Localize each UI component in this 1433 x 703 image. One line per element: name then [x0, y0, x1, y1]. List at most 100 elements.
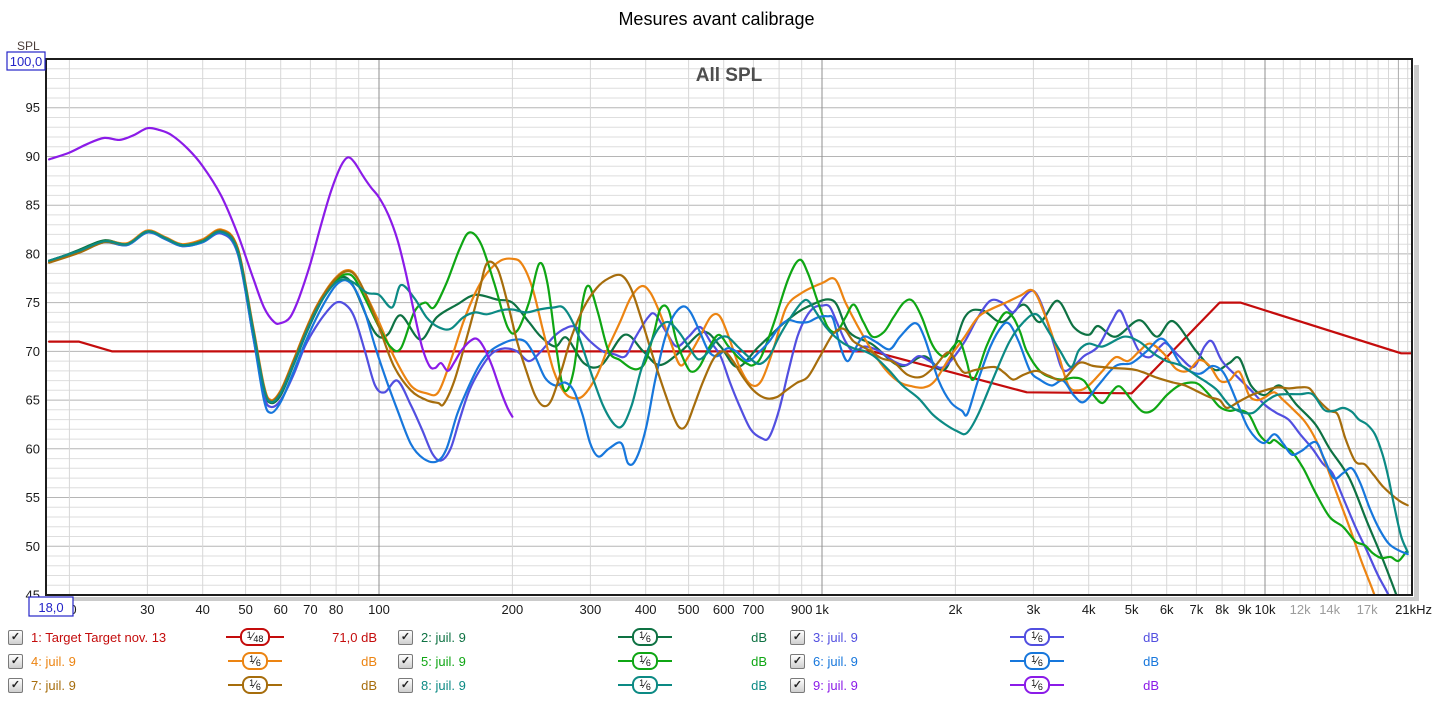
legend-label-3[interactable]: 3: juil. 9 [813, 629, 858, 645]
series-curve-3 [48, 231, 1390, 595]
legend-checkbox-2[interactable]: ✓ [398, 629, 413, 645]
x-tick-label: 2k [949, 602, 963, 617]
legend-smoothing-badge-3[interactable]: 1 ⁄ 6 [985, 628, 1089, 646]
line-sample-right [1049, 683, 1064, 687]
y-tick-label: 55 [26, 490, 40, 505]
y-tick-label: 65 [26, 393, 40, 408]
legend-level-1: 71,0 dB [332, 629, 377, 645]
x-tick-label: 4k [1082, 602, 1096, 617]
line-sample-right [657, 659, 672, 663]
legend-checkbox-1[interactable]: ✓ [8, 629, 23, 645]
legend-entry-1: ✓ 1: Target Target nov. 13 1 ⁄ 48 71,0 dB [0, 625, 390, 649]
series-curve-7 [48, 229, 1409, 507]
legend-entry-3: ✓ 3: juil. 9 1 ⁄ 6 dB [782, 625, 1174, 649]
series-curve-9 [48, 126, 514, 418]
series-curve-5 [48, 230, 1407, 563]
legend-checkbox-9[interactable]: ✓ [790, 677, 805, 693]
legend-level-4: dB [361, 653, 377, 669]
x-tick-label: 80 [329, 602, 343, 617]
legend-label-7[interactable]: 7: juil. 9 [31, 677, 76, 693]
y-tick-label: 60 [26, 441, 40, 456]
x-tick-label: 3k [1027, 602, 1041, 617]
x-tick-label: 600 [713, 602, 735, 617]
legend-checkbox-7[interactable]: ✓ [8, 677, 23, 693]
legend-entry-7: ✓ 7: juil. 9 1 ⁄ 6 dB [0, 673, 390, 697]
plot-shadow-bottom [52, 597, 1419, 601]
line-sample-right [1049, 635, 1064, 639]
plot-border [45, 58, 1413, 596]
legend-level-3: dB [1143, 629, 1159, 645]
svg-text:100,0: 100,0 [10, 54, 43, 69]
legend-level-7: dB [361, 677, 377, 693]
legend: ✓ 1: Target Target nov. 13 1 ⁄ 48 71,0 dB ✓ 2: … [0, 625, 1200, 697]
x-tick-label: 70 [303, 602, 317, 617]
legend-label-9[interactable]: 9: juil. 9 [813, 677, 858, 693]
series-curve-1 [48, 301, 1412, 395]
legend-smoothing-badge-2[interactable]: 1 ⁄ 6 [593, 628, 697, 646]
line-sample-left [618, 659, 633, 663]
series-curve-8 [48, 230, 1409, 554]
y-tick-label: 85 [26, 198, 40, 213]
legend-label-4[interactable]: 4: juil. 9 [31, 653, 76, 669]
x-tick-label: 14k [1319, 602, 1340, 617]
x-tick-label: 10k [1255, 602, 1276, 617]
legend-label-5[interactable]: 5: juil. 9 [421, 653, 466, 669]
legend-entry-9: ✓ 9: juil. 9 1 ⁄ 6 dB [782, 673, 1174, 697]
legend-checkbox-5[interactable]: ✓ [398, 653, 413, 669]
legend-level-2: dB [751, 629, 767, 645]
x-tick-label: 200 [502, 602, 524, 617]
legend-checkbox-3[interactable]: ✓ [790, 629, 805, 645]
x-tick-label: 40 [195, 602, 209, 617]
legend-level-9: dB [1143, 677, 1159, 693]
x-tick-label: 60 [273, 602, 287, 617]
y-tick-label: 95 [26, 100, 40, 115]
legend-smoothing-badge-8[interactable]: 1 ⁄ 6 [593, 676, 697, 694]
x-tick-label: 50 [238, 602, 252, 617]
x-tick-label: 17k [1357, 602, 1378, 617]
x-tick-label: 21kHz [1395, 602, 1432, 617]
legend-checkbox-6[interactable]: ✓ [790, 653, 805, 669]
legend-level-5: dB [751, 653, 767, 669]
x-tick-label: 12k [1290, 602, 1311, 617]
legend-entry-6: ✓ 6: juil. 9 1 ⁄ 6 dB [782, 649, 1174, 673]
x-tick-label: 900 [791, 602, 813, 617]
legend-smoothing-badge-5[interactable]: 1 ⁄ 6 [593, 652, 697, 670]
line-sample-right [657, 683, 672, 687]
x-tick-label: 30 [140, 602, 154, 617]
plot-surface[interactable] [46, 59, 1412, 595]
x-tick-label: 1k [815, 602, 829, 617]
legend-entry-5: ✓ 5: juil. 9 1 ⁄ 6 dB [390, 649, 782, 673]
x-tick-label: 300 [580, 602, 602, 617]
line-sample-left [225, 635, 240, 639]
line-sample-right [267, 683, 282, 687]
line-sample-right [657, 635, 672, 639]
line-sample-left [618, 635, 633, 639]
x-tick-label: 9k [1238, 602, 1252, 617]
legend-label-6[interactable]: 6: juil. 9 [813, 653, 858, 669]
y-tick-label: 90 [26, 149, 40, 164]
legend-label-1[interactable]: 1: Target Target nov. 13 [31, 629, 167, 645]
legend-smoothing-badge-9[interactable]: 1 ⁄ 6 [985, 676, 1089, 694]
legend-label-2[interactable]: 2: juil. 9 [421, 629, 466, 645]
plot-shadow-right [1414, 65, 1419, 601]
line-sample-left [228, 659, 243, 663]
x-tick-label: 5k [1125, 602, 1139, 617]
legend-entry-2: ✓ 2: juil. 9 1 ⁄ 6 dB [390, 625, 782, 649]
line-sample-left [1010, 659, 1025, 663]
line-sample-right [270, 635, 285, 639]
x-min-field[interactable]: 18,0 [28, 596, 74, 617]
y-max-field[interactable]: 100,0 [6, 51, 46, 71]
legend-checkbox-8[interactable]: ✓ [398, 677, 413, 693]
y-tick-label: 70 [26, 344, 40, 359]
legend-smoothing-badge-4[interactable]: 1 ⁄ 6 [203, 652, 307, 670]
legend-smoothing-badge-1[interactable]: 1 ⁄ 48 [203, 628, 307, 646]
legend-checkbox-4[interactable]: ✓ [8, 653, 23, 669]
y-axis-title: SPL [17, 39, 40, 53]
legend-smoothing-badge-6[interactable]: 1 ⁄ 6 [985, 652, 1089, 670]
legend-label-8[interactable]: 8: juil. 9 [421, 677, 466, 693]
legend-level-6: dB [1143, 653, 1159, 669]
page-title: Mesures avant calibrage [618, 9, 815, 29]
spl-chart[interactable]: All SPL959085807570656055504520304050607… [0, 0, 1433, 625]
legend-smoothing-badge-7[interactable]: 1 ⁄ 6 [203, 676, 307, 694]
